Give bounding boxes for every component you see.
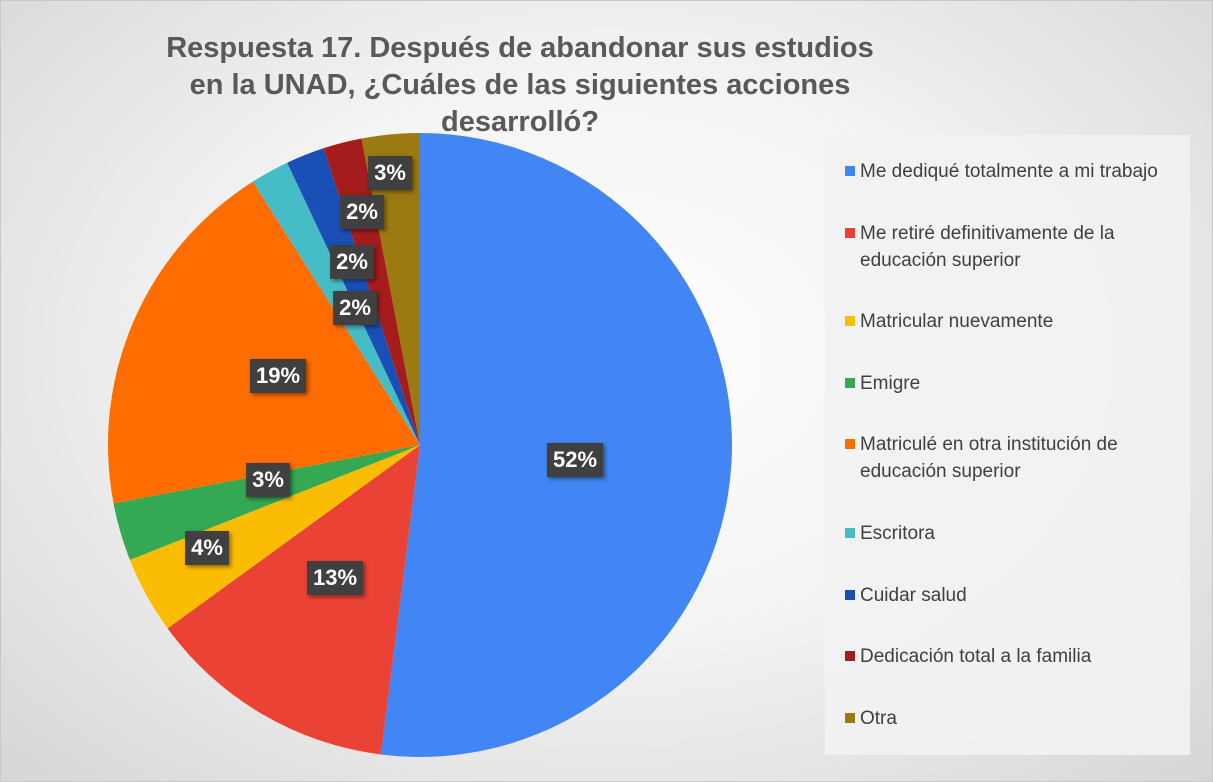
pie-slice (167, 445, 420, 755)
pie-slice (107, 181, 420, 504)
legend: Me dediqué totalmente a mi trabajo Me ret… (825, 135, 1190, 755)
data-label-box (249, 359, 307, 393)
data-label-box (333, 291, 377, 325)
legend-entry: Otra (845, 705, 1180, 732)
legend-entry: Me dediqué totalmente a mi trabajo (845, 158, 1180, 185)
data-label-text: 2% (336, 249, 368, 274)
data-label-box (546, 443, 604, 477)
data-label-text: 2% (339, 295, 371, 320)
pie-slice (129, 445, 420, 629)
data-label-text: 13% (313, 565, 357, 590)
data-label: 3% (246, 463, 290, 497)
legend-entry: Cuidar salud (845, 582, 1180, 609)
data-label-box (185, 531, 229, 565)
legend-entry: Matriculé en otra institución de educaci… (845, 431, 1180, 485)
data-label-text: 19% (256, 363, 300, 388)
legend-swatch (845, 528, 855, 538)
data-label-box (340, 195, 384, 229)
data-label-text: 3% (252, 467, 284, 492)
legend-swatch (845, 712, 855, 723)
legend-entry: Dedicación total a la familia (845, 643, 1180, 670)
legend-label: Cuidar salud (860, 584, 967, 606)
data-label: 52% (546, 443, 604, 477)
data-label: 3% (368, 156, 412, 190)
legend-entry: Escritora (845, 520, 1180, 547)
data-label: 2% (333, 291, 377, 325)
data-label-box (330, 245, 374, 279)
legend-label: Escritora (860, 523, 935, 544)
data-label-box (246, 463, 290, 497)
legend-label: Otra (860, 707, 897, 729)
data-label-text: 3% (374, 160, 406, 185)
legend-label: Me dediqué totalmente a mi trabajo (860, 161, 1158, 183)
legend-label: Emigre (860, 372, 921, 394)
data-label: 2% (330, 245, 374, 279)
legend-entry: Me retiré definitivamente de la educació… (845, 220, 1180, 274)
chart-title: Respuesta 17. Después de abandonar sus e… (166, 32, 874, 138)
legend-swatch (845, 166, 855, 177)
data-label: 4% (185, 531, 229, 565)
legend-label: Matricular nuevamente (860, 311, 1054, 333)
legend-entry: Matricular nuevamente (845, 308, 1180, 335)
legend-swatch (845, 227, 855, 238)
data-label-box (306, 561, 364, 595)
legend-label: Dedicación total a la familia (860, 646, 1092, 668)
legend-swatch (845, 439, 855, 450)
legend-swatch (845, 651, 855, 662)
legend-entry: Emigre (845, 370, 1180, 397)
legend-label: Me retiré definitivamente de la educació… (860, 222, 1115, 271)
data-label: 19% (249, 359, 307, 393)
legend-swatch (845, 377, 855, 388)
data-label: 13% (306, 561, 364, 595)
legend-swatch (845, 316, 855, 327)
legend-swatch (845, 589, 855, 600)
data-label-text: 2% (346, 199, 378, 224)
legend-label: Matriculé en otra institución de educaci… (860, 434, 1118, 483)
data-label-text: 4% (191, 535, 223, 560)
data-label-box (368, 156, 412, 190)
data-label: 2% (340, 195, 384, 229)
data-label-text: 52% (553, 447, 597, 472)
